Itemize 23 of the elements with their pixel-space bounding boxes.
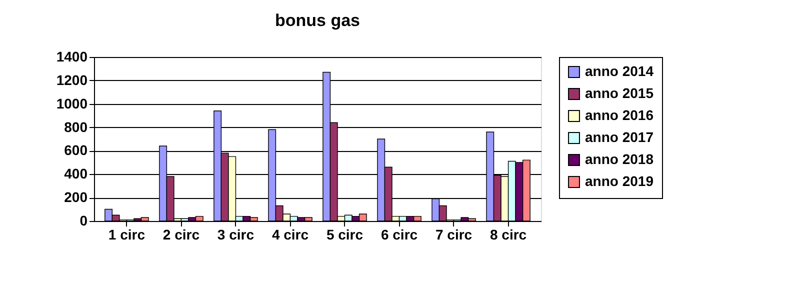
x-tick-label: 3 circ: [217, 226, 254, 242]
legend-label: anno 2016: [585, 107, 654, 123]
x-tick-label: 5 circ: [326, 226, 364, 242]
x-tick-label: 8 circ: [490, 226, 527, 242]
legend-label: anno 2018: [585, 151, 654, 167]
y-tick-label: 800: [64, 118, 88, 135]
y-tick-label: 1200: [56, 72, 88, 88]
x-tick-label: 6 circ: [380, 226, 418, 242]
x-tick-label: 4 circ: [272, 226, 309, 242]
y-tick-label: 400: [64, 166, 88, 182]
y-tick-label: 1400: [56, 48, 88, 64]
y-tick-label: 0: [80, 212, 88, 228]
x-tick-label: 2 circ: [162, 226, 200, 242]
x-tick-label: 1 circ: [108, 226, 146, 242]
legend-label: anno 2014: [585, 63, 654, 79]
legend-label: anno 2019: [585, 173, 654, 189]
x-tick-label: 7 circ: [435, 226, 472, 242]
chart-title: bonus gas: [274, 11, 360, 30]
y-tick-label: 1000: [56, 95, 88, 112]
legend-label: anno 2015: [585, 85, 654, 101]
y-tick-label: 600: [64, 142, 88, 158]
legend-label: anno 2017: [585, 129, 654, 145]
y-tick-label: 200: [64, 189, 88, 206]
